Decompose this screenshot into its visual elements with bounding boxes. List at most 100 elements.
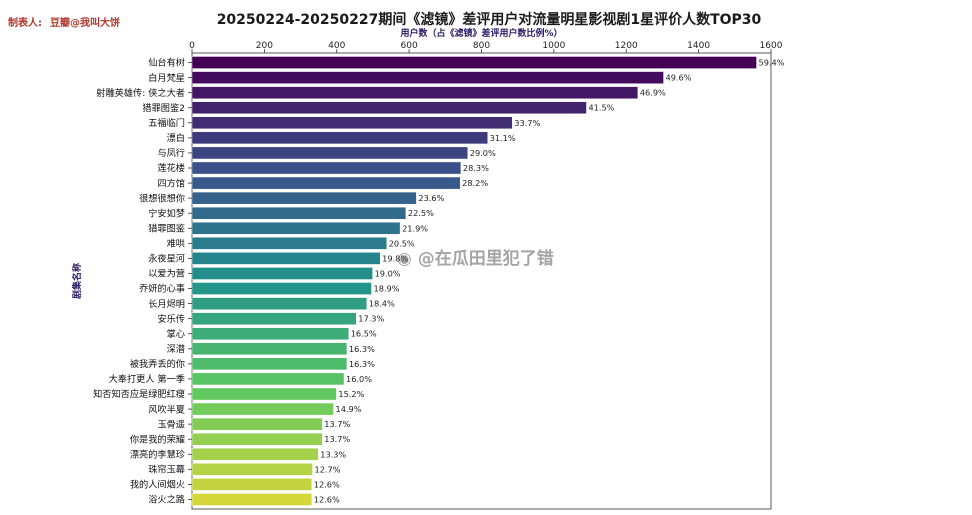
bar [191,417,323,431]
maker-credit: 制表人: 豆瓣@我叫大饼 [8,14,120,29]
category-label: 玉骨遥 [157,418,185,430]
bar [191,131,488,145]
x-tick-label: 1200 [615,41,638,51]
watermark: ◉ @在瓜田里犯了错 [397,244,554,269]
category-label: 猎罪图鉴2 [142,102,185,114]
bar [191,463,313,476]
data-label: 46.9% [640,88,666,98]
bar [191,71,664,84]
data-label: 28.2% [462,178,488,188]
bar [191,342,348,356]
category-label: 永夜星河 [148,253,185,265]
category-label: 你是我的荣耀 [130,433,185,445]
bar [191,161,462,175]
data-label: 19.8% [382,253,408,263]
x-axis-label: 用户数（占《滤镜》差评用户数比例%） [399,27,562,39]
category-label: 莲花楼 [157,162,185,174]
category-label: 长月烬明 [148,298,185,310]
data-label: 28.3% [463,163,489,173]
bar [191,387,337,401]
data-label: 22.5% [408,208,434,218]
category-label: 四方馆 [157,177,185,189]
bar [191,206,407,220]
data-label: 21.9% [402,223,428,233]
bar [191,56,757,69]
data-label: 16.0% [346,374,372,384]
bar [191,327,349,340]
data-label: 19.0% [375,268,401,278]
maker-label: 制表人: [8,18,42,29]
data-label: 23.6% [418,193,444,203]
category-label: 乔妍的心事 [139,283,185,295]
bar [191,478,312,491]
category-label: 珠帘玉幕 [148,464,185,476]
bar [191,86,639,99]
maker-value: 豆瓣@我叫大饼 [50,18,120,29]
weibo-icon: ◉ [397,249,412,269]
x-tick-label: 1400 [687,41,710,51]
x-tick-label: 200 [256,41,273,51]
bar [191,222,401,235]
category-label: 很想很想你 [139,192,185,204]
category-label: 知否知否应是绿肥红瘦 [93,388,185,400]
category-label: 难哄 [167,239,185,250]
data-label: 13.3% [320,449,346,459]
category-label: 深潜 [167,343,185,355]
category-label: 五福临门 [148,117,185,129]
category-label: 与凤行 [157,147,185,159]
data-label: 12.7% [315,464,341,474]
category-label: 安乐传 [157,313,185,325]
data-label: 49.6% [666,73,692,83]
x-tick-label: 400 [328,41,345,51]
data-label: 16.3% [349,344,375,354]
x-tick-label: 800 [473,41,490,51]
category-label: 浴火之路 [148,494,185,506]
x-tick-label: 1600 [760,41,783,51]
bar [191,372,345,386]
category-label: 猎罪图鉴 [148,222,185,234]
bar [191,191,417,205]
y-axis-label: 剧集名称 [71,263,83,299]
data-label: 18.4% [369,299,395,309]
bar [191,312,357,325]
data-label: 33.7% [514,118,540,128]
data-label: 16.3% [349,359,375,369]
bar [191,101,587,114]
bar [191,116,513,130]
data-label: 13.7% [324,434,350,444]
category-label: 漂亮的李慧珍 [130,448,185,460]
data-label: 17.3% [358,314,384,324]
category-label: 射雕英雄传: 侠之大者 [96,87,185,99]
x-tick-label: 600 [401,41,418,51]
data-label: 15.2% [338,389,364,399]
bar [191,282,372,295]
x-tick-label: 0 [189,41,195,51]
data-label: 59.4% [759,58,785,68]
category-label: 被我弄丢的你 [130,358,185,370]
category-label: 以爱为营 [148,268,185,280]
category-label: 白月梵星 [148,72,185,84]
category-label: 大奉打更人 第一季 [109,373,185,385]
data-label: 12.6% [314,479,340,489]
bar [191,448,319,461]
data-label: 13.7% [324,419,350,429]
bar [191,267,373,280]
data-label: 12.6% [314,494,340,504]
data-label: 16.5% [351,329,377,339]
bar [191,493,312,506]
bar [191,252,381,265]
category-label: 风吹半夏 [148,403,185,415]
category-label: 宁安如梦 [148,207,185,219]
bar [191,402,334,416]
chart-title: 20250224-20250227期间《滤镜》差评用户对流量明星影视剧1星评价人… [216,12,762,28]
data-label: 20.5% [389,238,415,248]
bar [191,176,461,190]
data-label: 29.0% [470,148,496,158]
bar [191,237,387,250]
category-label: 我的人间烟火 [130,479,185,491]
data-label: 31.1% [490,133,516,143]
category-label: 仙台有树 [148,57,185,69]
data-label: 41.5% [588,103,614,113]
data-label: 18.9% [373,284,399,294]
